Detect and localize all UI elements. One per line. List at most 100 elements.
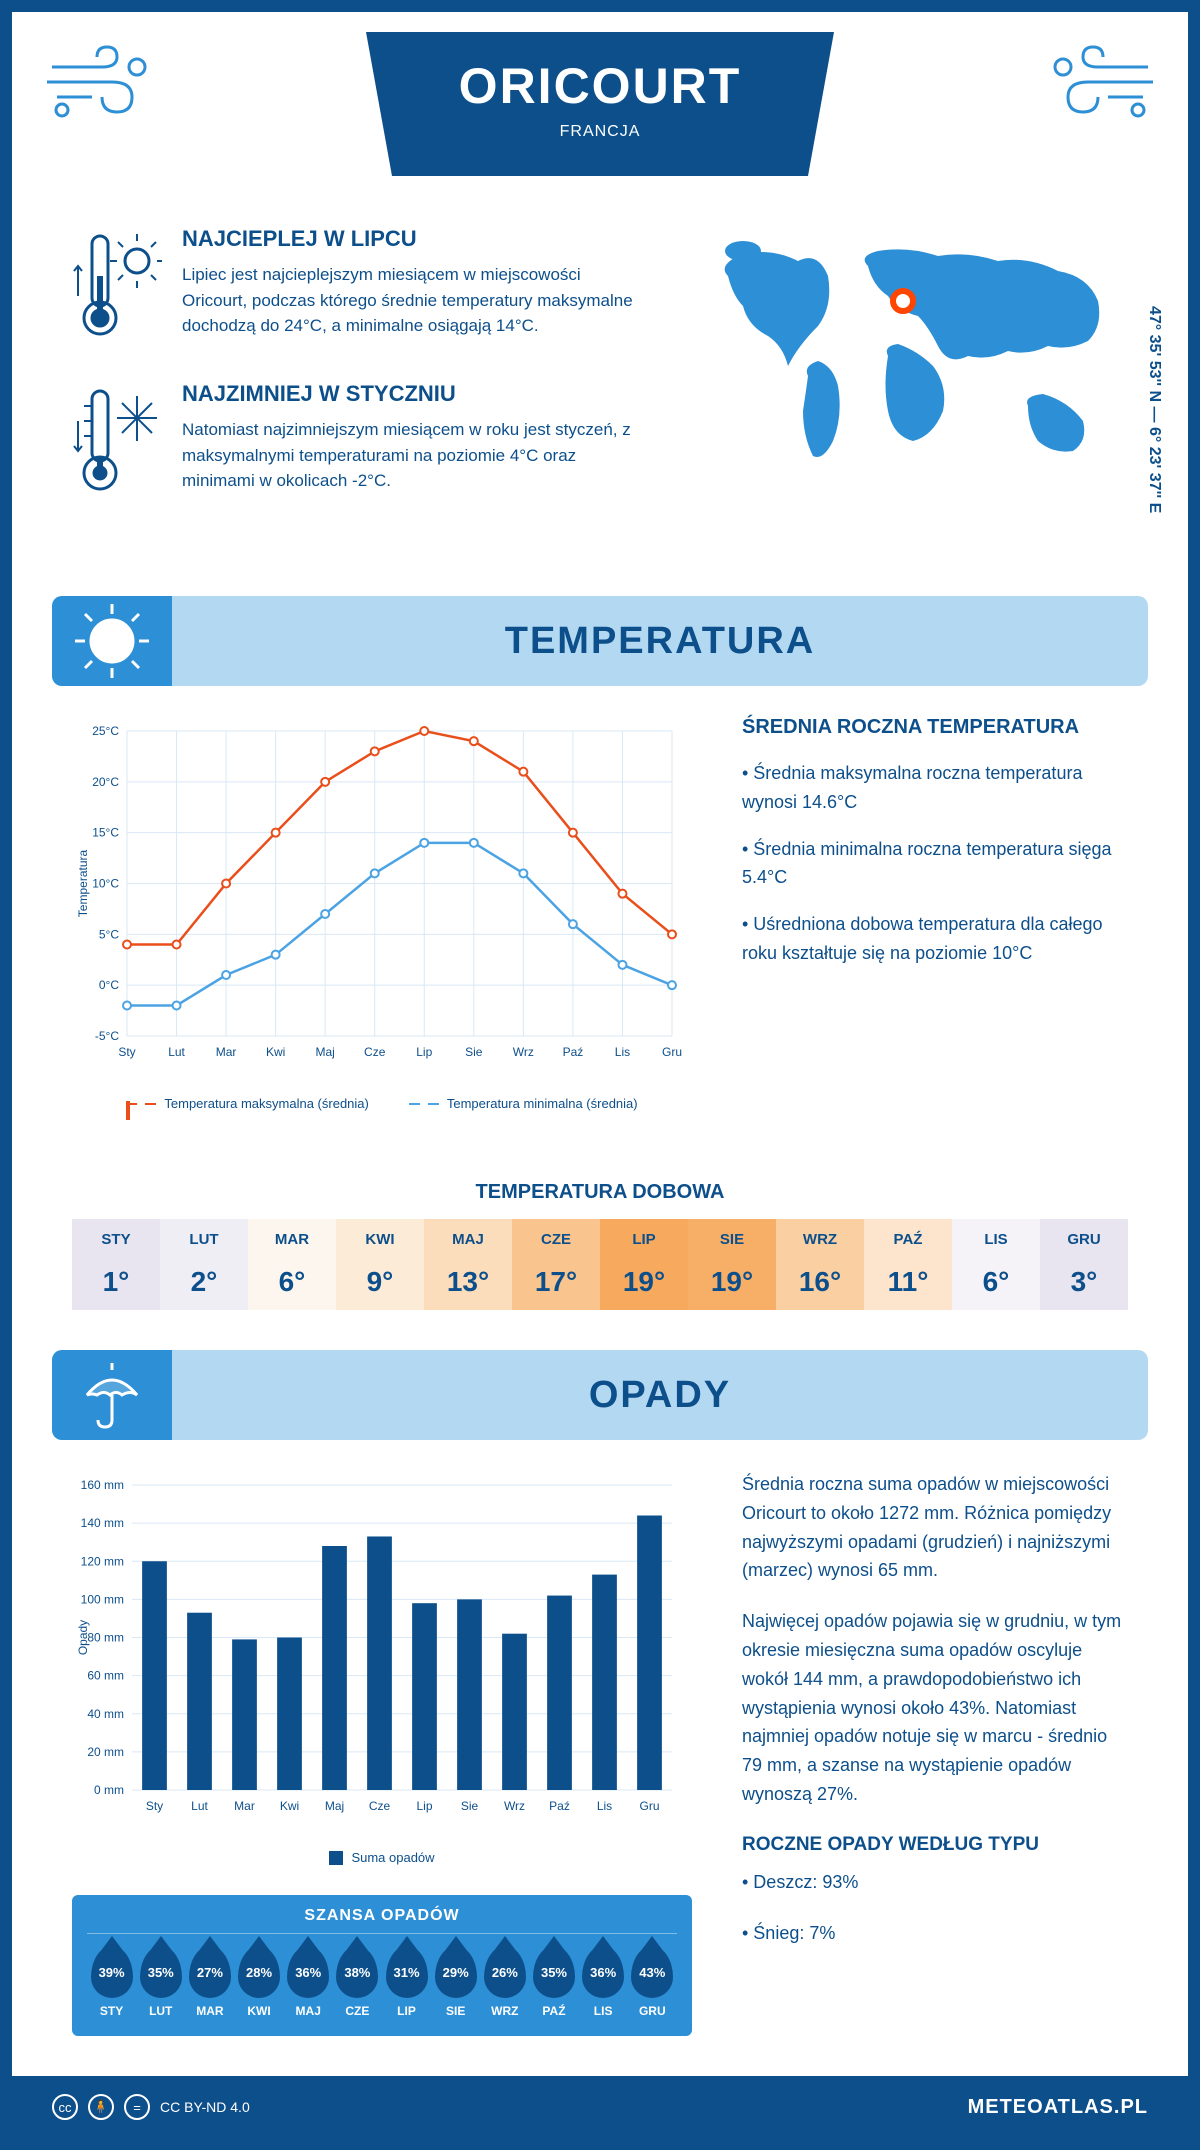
temp-fact-2: • Średnia minimalna roczna temperatura s…: [742, 835, 1128, 893]
footer: cc 🧍 = CC BY-ND 4.0 METEOATLAS.PL: [12, 2076, 1188, 2138]
svg-text:Lip: Lip: [416, 1045, 432, 1059]
nd-icon: =: [124, 2094, 150, 2120]
site-name: METEOATLAS.PL: [968, 2096, 1148, 2119]
daily-temp-cell: GRU3°: [1040, 1219, 1128, 1310]
chance-box: SZANSA OPADÓW 39%STY35%LUT27%MAR28%KWI36…: [72, 1895, 692, 2036]
svg-text:160 mm: 160 mm: [81, 1478, 124, 1492]
temp-fact-3: • Uśredniona dobowa temperatura dla całe…: [742, 910, 1128, 968]
svg-text:Mar: Mar: [234, 1799, 255, 1813]
svg-text:Cze: Cze: [364, 1045, 386, 1059]
chance-drop: 29%SIE: [435, 1946, 477, 2018]
svg-text:100 mm: 100 mm: [81, 1592, 124, 1606]
intro-section: NAJCIEPLEJ W LIPCU Lipiec jest najcieple…: [12, 206, 1188, 576]
temp-line-chart: -5°C0°C5°C10°C15°C20°C25°CStyLutMarKwiMa…: [72, 716, 692, 1111]
svg-text:Mar: Mar: [216, 1045, 237, 1059]
svg-text:0°C: 0°C: [99, 978, 119, 992]
svg-text:Kwi: Kwi: [280, 1799, 299, 1813]
legend-precip: Suma opadów: [329, 1850, 434, 1865]
daily-temp-cell: STY1°: [72, 1219, 160, 1310]
temp-section-header: TEMPERATURA: [52, 596, 1148, 686]
daily-temp-cell: LUT2°: [160, 1219, 248, 1310]
svg-text:Gru: Gru: [662, 1045, 682, 1059]
precip-para-1: Średnia roczna suma opadów w miejscowośc…: [742, 1470, 1128, 1585]
cold-title: NAJZIMNIEJ W STYCZNIU: [182, 381, 648, 407]
hot-info-block: NAJCIEPLEJ W LIPCU Lipiec jest najcieple…: [72, 226, 648, 351]
svg-text:Wrz: Wrz: [513, 1045, 534, 1059]
svg-text:Lis: Lis: [597, 1799, 612, 1813]
svg-text:40 mm: 40 mm: [87, 1707, 124, 1721]
svg-text:Maj: Maj: [325, 1799, 344, 1813]
svg-text:Opady: Opady: [76, 1620, 90, 1655]
svg-text:Lut: Lut: [191, 1799, 208, 1813]
svg-text:0 mm: 0 mm: [94, 1783, 124, 1797]
svg-text:Kwi: Kwi: [266, 1045, 285, 1059]
hot-title: NAJCIEPLEJ W LIPCU: [182, 226, 648, 252]
svg-text:-5°C: -5°C: [95, 1029, 119, 1043]
daily-temp-cell: MAR6°: [248, 1219, 336, 1310]
chance-drop: 26%WRZ: [484, 1946, 526, 2018]
svg-text:Sie: Sie: [465, 1045, 483, 1059]
chance-drop: 43%GRU: [631, 1946, 673, 2018]
chance-drop: 31%LIP: [386, 1946, 428, 2018]
legend-max: Temperatura maksymalna (średnia): [126, 1096, 368, 1111]
svg-text:15°C: 15°C: [92, 826, 119, 840]
svg-text:5°C: 5°C: [99, 927, 119, 941]
by-icon: 🧍: [88, 2094, 114, 2120]
daily-temp-cell: SIE19°: [688, 1219, 776, 1310]
svg-text:Gru: Gru: [639, 1799, 659, 1813]
chance-drop: 35%PAŹ: [533, 1946, 575, 2018]
wind-icon: [42, 42, 162, 127]
svg-text:Sty: Sty: [118, 1045, 135, 1059]
daily-temp-cell: CZE17°: [512, 1219, 600, 1310]
daily-temp-cell: PAŹ11°: [864, 1219, 952, 1310]
avg-temp-heading: ŚREDNIA ROCZNA TEMPERATURA: [742, 716, 1128, 739]
svg-text:Wrz: Wrz: [504, 1799, 525, 1813]
precip-para-2: Najwięcej opadów pojawia się w grudniu, …: [742, 1607, 1128, 1809]
chance-drop: 38%CZE: [336, 1946, 378, 2018]
svg-text:Paź: Paź: [563, 1045, 584, 1059]
chance-drop: 35%LUT: [140, 1946, 182, 2018]
daily-temp-table: STY1°LUT2°MAR6°KWI9°MAJ13°CZE17°LIP19°SI…: [72, 1219, 1128, 1310]
svg-text:Lip: Lip: [416, 1799, 432, 1813]
svg-text:140 mm: 140 mm: [81, 1516, 124, 1530]
world-map: [688, 226, 1128, 486]
daily-temp-title: TEMPERATURA DOBOWA: [12, 1181, 1188, 1204]
svg-text:Sie: Sie: [461, 1799, 479, 1813]
svg-text:Cze: Cze: [369, 1799, 391, 1813]
daily-temp-cell: KWI9°: [336, 1219, 424, 1310]
precip-type-1: • Deszcz: 93%: [742, 1868, 1128, 1897]
temp-fact-1: • Średnia maksymalna roczna temperatura …: [742, 759, 1128, 817]
coordinates: 47° 35' 53'' N — 6° 23' 37'' E: [1145, 306, 1163, 513]
hot-text: Lipiec jest najcieplejszym miesiącem w m…: [182, 262, 648, 339]
svg-text:120 mm: 120 mm: [81, 1554, 124, 1568]
cold-text: Natomiast najzimniejszym miesiącem w rok…: [182, 417, 648, 494]
svg-text:Lut: Lut: [168, 1045, 185, 1059]
thermometer-cold-icon: [72, 381, 162, 506]
license-text: CC BY-ND 4.0: [160, 2099, 250, 2115]
country-label: FRANCJA: [400, 123, 800, 141]
svg-text:80 mm: 80 mm: [87, 1631, 124, 1645]
svg-text:60 mm: 60 mm: [87, 1669, 124, 1683]
svg-text:Sty: Sty: [146, 1799, 163, 1813]
svg-text:Paź: Paź: [549, 1799, 570, 1813]
precip-type-2: • Śnieg: 7%: [742, 1919, 1128, 1948]
sun-icon: [52, 596, 172, 686]
svg-text:25°C: 25°C: [92, 724, 119, 738]
svg-text:Temperatura: Temperatura: [76, 849, 90, 917]
chance-title: SZANSA OPADÓW: [87, 1907, 677, 1934]
thermometer-hot-icon: [72, 226, 162, 351]
cc-icon: cc: [52, 2094, 78, 2120]
daily-temp-cell: LIP19°: [600, 1219, 688, 1310]
svg-text:10°C: 10°C: [92, 877, 119, 891]
chance-drop: 27%MAR: [189, 1946, 231, 2018]
precip-section-header: OPADY: [52, 1350, 1148, 1440]
title-banner: ORICOURT FRANCJA: [340, 32, 860, 176]
chance-drop: 36%MAJ: [287, 1946, 329, 2018]
chance-drop: 39%STY: [91, 1946, 133, 2018]
svg-text:Maj: Maj: [316, 1045, 335, 1059]
daily-temp-cell: WRZ16°: [776, 1219, 864, 1310]
legend-min: Temperatura minimalna (średnia): [409, 1096, 638, 1111]
svg-text:Lis: Lis: [615, 1045, 630, 1059]
svg-text:20 mm: 20 mm: [87, 1745, 124, 1759]
daily-temp-cell: LIS6°: [952, 1219, 1040, 1310]
